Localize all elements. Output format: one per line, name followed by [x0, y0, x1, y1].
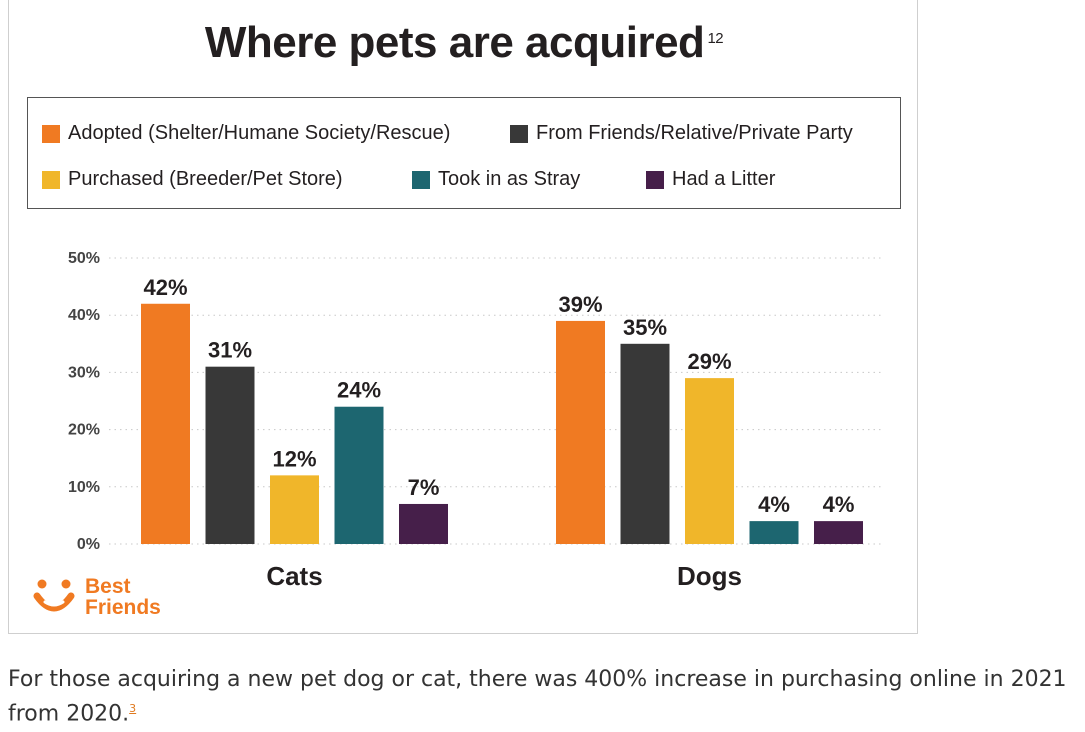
caption-text: For those acquiring a new pet dog or cat…	[8, 667, 1067, 727]
legend-label-purchased: Purchased (Breeder/Pet Store)	[68, 168, 343, 190]
legend-label-litter: Had a Litter	[672, 168, 776, 190]
y-tick-label: 20%	[68, 422, 100, 439]
legend-item-litter: Had a Litter	[646, 168, 775, 191]
data-label: 35%	[623, 315, 667, 340]
caption-footnote-link[interactable]: 3	[129, 702, 137, 715]
data-label: 4%	[823, 492, 855, 517]
legend-label-adopted: Adopted (Shelter/Humane Society/Rescue)	[68, 122, 451, 144]
legend-swatch-litter	[646, 170, 664, 189]
logo-text: Best Friends	[85, 576, 161, 618]
legend-item-purchased: Purchased (Breeder/Pet Store)	[42, 168, 343, 191]
bar-dogs-0	[556, 320, 605, 544]
legend-item-stray: Took in as Stray	[412, 168, 580, 191]
data-label: 4%	[758, 492, 790, 517]
chart-title: Where pets are acquired 12	[9, 18, 919, 68]
bar-dogs-3	[749, 521, 799, 544]
data-label: 29%	[687, 349, 731, 374]
bar-cats-0	[141, 303, 190, 544]
bar-dogs-1	[620, 343, 670, 544]
legend-label-friends: From Friends/Relative/Private Party	[536, 122, 853, 144]
bar-chart: 0% 10% 20% 30% 40% 50% 42% 31% 12% 24% 7% Cats 39% 35…	[68, 250, 881, 591]
chart-legend: Adopted (Shelter/Humane Society/Rescue) …	[27, 97, 901, 209]
x-category-label: Cats	[266, 561, 322, 591]
bar-dogs-4	[814, 521, 863, 544]
bar-cats-2	[270, 475, 319, 544]
data-label: 31%	[208, 338, 252, 363]
chart-figure: Where pets are acquired 12 Adopted (Shelt…	[8, 0, 918, 634]
data-label: 39%	[558, 292, 602, 317]
bar-dogs-2	[685, 378, 734, 544]
legend-item-friends: From Friends/Relative/Private Party	[510, 122, 853, 145]
legend-swatch-friends	[510, 124, 528, 143]
best-friends-halo-dog-icon	[33, 579, 75, 612]
legend-label-stray: Took in as Stray	[438, 168, 581, 190]
y-tick-label: 30%	[68, 364, 100, 381]
y-tick-label: 50%	[68, 250, 100, 267]
caption-paragraph: For those acquiring a new pet dog or cat…	[8, 665, 1078, 728]
best-friends-logo: Best Friends	[33, 576, 161, 618]
data-label: 12%	[272, 446, 316, 471]
title-footnote: 12	[707, 30, 724, 47]
chart-title-text: Where pets are acquired	[204, 18, 705, 67]
legend-swatch-stray	[412, 170, 430, 189]
logo-line-friends: Friends	[85, 596, 161, 619]
y-tick-label: 0%	[77, 536, 100, 553]
y-tick-label: 10%	[68, 479, 100, 496]
bar-cats-4	[399, 503, 448, 544]
data-label: 24%	[337, 378, 381, 403]
bar-cats-1	[205, 366, 255, 544]
y-tick-label: 40%	[68, 307, 100, 324]
legend-swatch-purchased	[42, 170, 60, 189]
x-category-label: Dogs	[677, 561, 742, 591]
data-label: 7%	[408, 475, 440, 500]
legend-item-adopted: Adopted (Shelter/Humane Society/Rescue)	[42, 122, 450, 145]
bar-cats-3	[334, 406, 384, 544]
logo-line-best: Best	[85, 575, 131, 598]
data-label: 42%	[143, 275, 187, 300]
legend-swatch-adopted	[42, 124, 60, 143]
